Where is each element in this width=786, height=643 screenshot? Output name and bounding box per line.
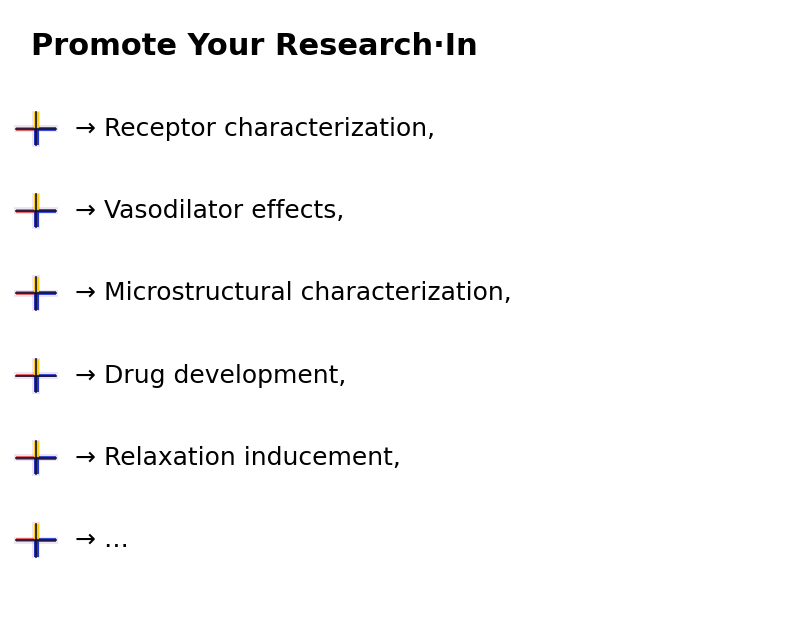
Bar — [16, 127, 36, 131]
Bar — [34, 523, 39, 540]
Bar — [36, 456, 57, 460]
Text: → Relaxation inducement,: → Relaxation inducement, — [75, 446, 401, 470]
Bar — [34, 376, 39, 392]
Bar — [34, 194, 39, 211]
Bar — [32, 358, 40, 394]
Bar — [34, 293, 39, 310]
Bar — [34, 458, 39, 475]
Bar — [14, 125, 58, 132]
Bar — [32, 193, 40, 229]
Bar — [36, 209, 57, 213]
Bar — [36, 291, 57, 295]
Bar — [16, 538, 36, 542]
Bar — [14, 372, 58, 379]
Bar — [16, 209, 36, 213]
Bar — [34, 112, 39, 129]
Text: → Vasodilator effects,: → Vasodilator effects, — [75, 199, 344, 223]
Text: Promote Your Research·In: Promote Your Research·In — [31, 32, 478, 61]
Text: → Drug development,: → Drug development, — [75, 363, 346, 388]
Text: → …: → … — [75, 528, 129, 552]
Bar — [32, 522, 40, 558]
Bar — [16, 456, 36, 460]
Bar — [36, 374, 57, 377]
Bar — [34, 129, 39, 145]
Bar — [36, 127, 57, 131]
Bar — [16, 291, 36, 295]
Bar — [14, 455, 58, 461]
Bar — [34, 540, 39, 557]
Bar — [34, 441, 39, 458]
Bar — [32, 440, 40, 476]
Bar — [36, 538, 57, 542]
Bar — [32, 275, 40, 311]
Text: → Receptor characterization,: → Receptor characterization, — [75, 116, 435, 141]
Bar — [34, 211, 39, 228]
Bar — [34, 276, 39, 293]
Bar — [14, 537, 58, 543]
Text: → Microstructural characterization,: → Microstructural characterization, — [75, 281, 512, 305]
Bar — [32, 111, 40, 147]
Bar — [16, 374, 36, 377]
Bar — [14, 290, 58, 296]
Bar — [14, 208, 58, 214]
Bar — [34, 359, 39, 376]
